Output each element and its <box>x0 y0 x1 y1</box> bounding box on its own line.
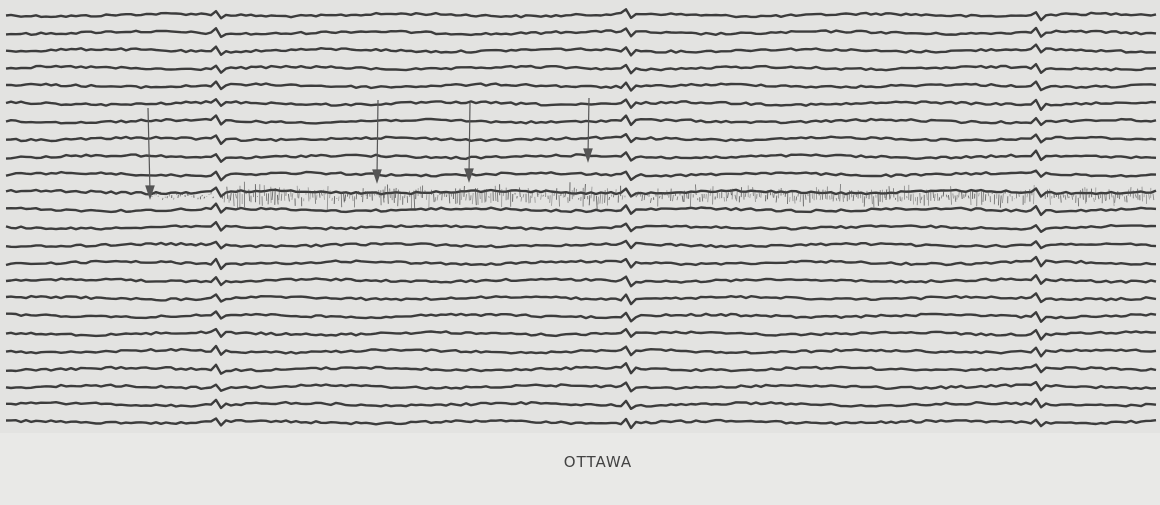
signal-stroke <box>970 192 971 206</box>
signal-stroke <box>822 190 823 200</box>
signal-stroke <box>361 196 362 197</box>
signal-stroke <box>843 192 844 202</box>
signal-stroke <box>812 192 813 199</box>
signal-stroke <box>920 193 921 203</box>
signal-stroke <box>211 192 212 194</box>
signal-stroke <box>790 197 791 202</box>
signal-stroke <box>836 198 837 201</box>
signal-stroke <box>750 194 751 198</box>
signal-stroke <box>469 190 470 201</box>
signal-stroke <box>808 192 809 196</box>
signal-stroke <box>983 189 984 202</box>
signal-stroke <box>162 198 163 200</box>
signal-stroke <box>358 191 359 195</box>
signal-stroke <box>864 196 865 206</box>
signal-stroke <box>605 190 606 203</box>
paper <box>0 0 1160 505</box>
signal-stroke <box>998 194 999 205</box>
signal-stroke <box>825 190 826 199</box>
signal-stroke <box>281 194 282 201</box>
signal-stroke <box>195 193 196 194</box>
signal-stroke <box>647 192 648 196</box>
signal-stroke <box>893 188 894 197</box>
signal-stroke <box>667 190 668 195</box>
signal-stroke <box>867 191 868 198</box>
signal-stroke <box>794 196 795 204</box>
signal-stroke <box>330 190 331 198</box>
seismogram: OTTAWA <box>0 0 1160 505</box>
signal-stroke <box>1027 194 1028 197</box>
signal-stroke <box>770 191 771 195</box>
signal-stroke <box>710 189 711 196</box>
signal-stroke <box>856 191 857 197</box>
signal-stroke <box>174 198 175 200</box>
signal-stroke <box>426 192 427 200</box>
signal-stroke <box>902 197 903 201</box>
signal-stroke <box>979 193 980 196</box>
signal-stroke <box>1025 190 1026 203</box>
signal-stroke <box>613 194 614 197</box>
signal-stroke <box>962 192 963 199</box>
signal-stroke <box>992 193 993 194</box>
signal-stroke <box>367 191 368 199</box>
signal-stroke <box>332 198 333 201</box>
signal-stroke <box>937 193 938 201</box>
signal-stroke <box>457 193 458 204</box>
signal-stroke <box>178 195 179 198</box>
signal-stroke <box>434 194 435 202</box>
signal-stroke <box>1142 187 1143 202</box>
signal-stroke <box>737 191 738 201</box>
signal-stroke <box>622 195 623 199</box>
signal-stroke <box>644 195 645 201</box>
signal-stroke <box>478 188 479 205</box>
signal-stroke <box>941 195 942 198</box>
signal-stroke <box>316 195 317 200</box>
signal-stroke <box>759 193 760 197</box>
signal-stroke <box>268 193 269 204</box>
signal-stroke <box>341 192 342 207</box>
signal-stroke <box>486 189 487 202</box>
signal-stroke <box>559 195 560 206</box>
signal-stroke <box>521 197 522 202</box>
signal-stroke <box>778 189 779 198</box>
signal-stroke <box>1119 194 1120 200</box>
signal-stroke <box>805 195 806 200</box>
page: OTTAWA (() => { const data = JSON.parse(… <box>0 0 1160 505</box>
signal-stroke <box>671 189 672 201</box>
signal-stroke <box>489 196 490 198</box>
signal-stroke <box>616 189 617 194</box>
signal-stroke <box>297 186 298 198</box>
signal-stroke <box>1109 189 1110 199</box>
station-label: OTTAWA <box>564 453 632 471</box>
signal-stroke <box>819 190 820 196</box>
signal-stroke <box>363 188 364 202</box>
signal-stroke <box>820 195 821 200</box>
signal-stroke <box>291 189 292 197</box>
signal-stroke <box>497 193 498 202</box>
signal-stroke <box>574 188 575 197</box>
signal-stroke <box>339 197 340 202</box>
signal-stroke <box>349 195 350 199</box>
signal-stroke <box>554 192 555 196</box>
signal-stroke <box>480 193 481 199</box>
signal-stroke <box>1019 193 1020 197</box>
signal-stroke <box>1061 195 1062 202</box>
signal-stroke <box>589 195 590 205</box>
signal-stroke <box>706 194 707 199</box>
signal-stroke <box>761 192 762 198</box>
signal-stroke <box>767 190 768 199</box>
signal-stroke <box>464 186 465 197</box>
signal-stroke <box>598 197 599 205</box>
signal-stroke <box>550 195 551 203</box>
signal-stroke <box>687 194 688 199</box>
